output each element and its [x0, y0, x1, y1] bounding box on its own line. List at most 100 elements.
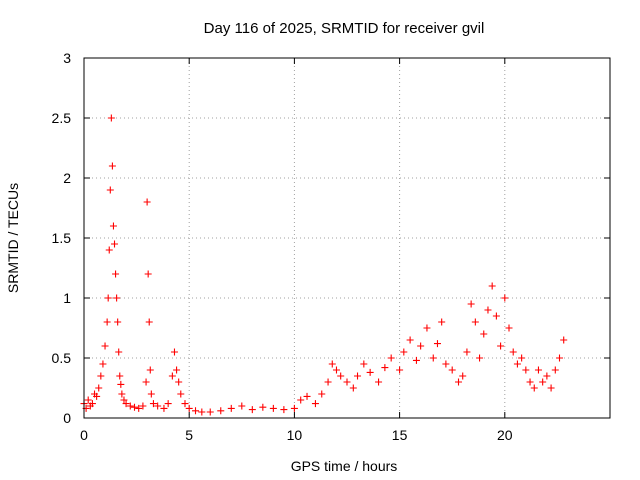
y-tick-label: 2.5: [52, 110, 72, 126]
data-point: [366, 368, 374, 376]
data-point: [206, 408, 214, 416]
data-point: [513, 360, 521, 368]
data-point: [143, 198, 151, 206]
data-point: [106, 186, 114, 194]
data-point: [396, 366, 404, 374]
data-point: [400, 348, 408, 356]
data-point: [177, 390, 185, 398]
data-point: [509, 348, 517, 356]
data-point: [111, 240, 119, 248]
data-point: [560, 336, 568, 344]
data-point: [354, 372, 362, 380]
data-point: [139, 402, 147, 410]
data-point: [154, 402, 162, 410]
data-point: [95, 384, 103, 392]
data-point: [126, 402, 134, 410]
data-point: [505, 324, 513, 332]
data-point: [522, 366, 530, 374]
data-point: [160, 404, 168, 412]
data-point: [556, 354, 564, 362]
data-point: [101, 342, 109, 350]
data-point: [488, 282, 496, 290]
data-point: [107, 114, 115, 122]
data-point: [501, 294, 509, 302]
data-point: [471, 318, 479, 326]
data-point: [417, 342, 425, 350]
data-point: [109, 222, 117, 230]
data-point: [146, 366, 154, 374]
x-tick-label: 0: [80, 427, 88, 443]
data-point: [455, 378, 463, 386]
data-point: [551, 366, 559, 374]
data-point: [93, 392, 101, 400]
data-point: [238, 402, 246, 410]
data-point: [497, 342, 505, 350]
data-point: [324, 378, 332, 386]
data-point: [227, 404, 235, 412]
data-point: [387, 354, 395, 362]
y-tick-label: 1.5: [52, 230, 72, 246]
x-tick-label: 15: [392, 427, 408, 443]
data-point: [480, 330, 488, 338]
data-point: [170, 348, 178, 356]
data-point: [297, 396, 305, 404]
data-point: [117, 380, 125, 388]
data-point: [375, 378, 383, 386]
data-point: [118, 390, 126, 398]
x-axis-label: GPS time / hours: [291, 458, 398, 474]
data-point: [332, 366, 340, 374]
data-point: [142, 378, 150, 386]
data-point: [181, 400, 189, 408]
data-point: [192, 407, 200, 415]
data-point: [112, 270, 120, 278]
data-point: [280, 406, 288, 414]
y-tick-label: 1: [63, 290, 71, 306]
data-point: [484, 306, 492, 314]
data-point: [318, 390, 326, 398]
data-point: [175, 378, 183, 386]
data-point: [406, 336, 414, 344]
data-point: [108, 162, 116, 170]
data-point: [423, 324, 431, 332]
data-point: [99, 360, 107, 368]
data-point: [144, 270, 152, 278]
y-tick-label: 0: [63, 410, 71, 426]
x-tick-label: 5: [185, 427, 193, 443]
data-point: [530, 384, 538, 392]
data-point: [412, 356, 420, 364]
data-point: [526, 378, 534, 386]
data-point: [120, 396, 128, 404]
data-point: [269, 404, 277, 412]
data-point: [97, 372, 105, 380]
data-point: [104, 294, 112, 302]
plot-frame: [83, 57, 611, 419]
data-point: [349, 384, 357, 392]
data-point: [198, 408, 206, 416]
data-points-layer: [80, 114, 568, 416]
data-point: [149, 400, 157, 408]
data-point: [122, 400, 130, 408]
data-point: [116, 372, 124, 380]
data-point: [164, 400, 172, 408]
data-point: [534, 366, 542, 374]
y-tick-label: 3: [63, 50, 71, 66]
data-point: [113, 294, 121, 302]
y-axis-label: SRMTID / TECUs: [5, 183, 21, 293]
data-point: [185, 404, 193, 412]
data-point: [337, 372, 345, 380]
data-point: [518, 354, 526, 362]
data-point: [168, 372, 176, 380]
data-point: [459, 372, 467, 380]
data-point: [248, 406, 256, 414]
data-point: [115, 348, 123, 356]
data-point: [448, 366, 456, 374]
data-point: [438, 318, 446, 326]
grid-layer: [84, 58, 610, 418]
data-point: [360, 360, 368, 368]
data-point: [547, 384, 555, 392]
data-point: [259, 403, 267, 411]
data-point: [429, 354, 437, 362]
data-point: [381, 364, 389, 372]
data-point: [433, 340, 441, 348]
data-point: [135, 404, 143, 412]
